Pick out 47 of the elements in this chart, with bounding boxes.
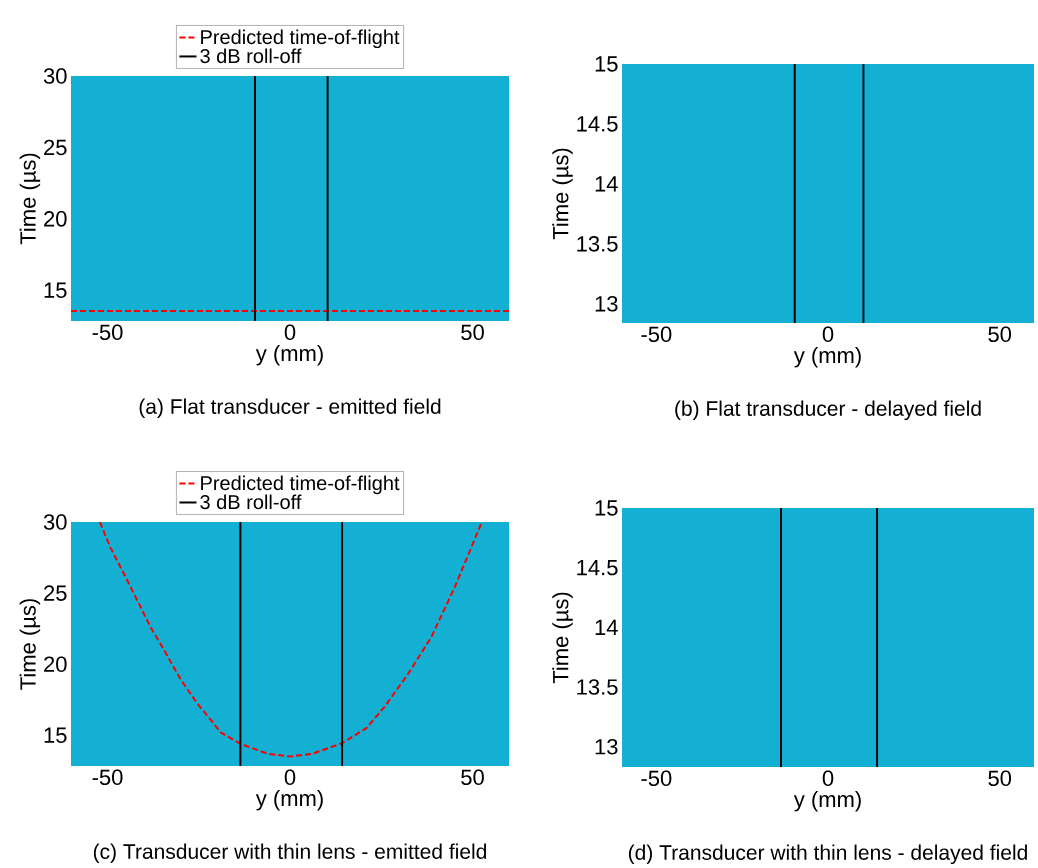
x-axis-title: y (mm) bbox=[255, 344, 323, 366]
x-tick-label: 0 bbox=[822, 326, 834, 343]
legend-label: Predicted time-of-flight bbox=[201, 475, 400, 495]
y-tick-label: 20 bbox=[44, 211, 67, 227]
ref-line-label: 3 dB roll-off bbox=[200, 48, 302, 64]
y-tick-label: 14.5 bbox=[577, 116, 618, 132]
y-tick-label: 15 bbox=[595, 56, 618, 72]
y-tick-label: 13 bbox=[595, 296, 618, 312]
text: (c) Transducer with thin lens - emitted field bbox=[93, 843, 487, 864]
y-tick-label: 15 bbox=[44, 727, 67, 743]
y-axis-title: Time (µs) bbox=[19, 599, 41, 690]
text: (d) Transducer with thin lens - delayed field bbox=[628, 844, 1027, 865]
y-tick-label: 13.5 bbox=[577, 236, 618, 252]
y-tick-label: 14.5 bbox=[577, 560, 618, 576]
y-tick-label: 13 bbox=[595, 738, 618, 755]
y-axis-title: Time (µs) bbox=[552, 148, 573, 240]
x-tick-label: -50 bbox=[92, 769, 123, 786]
y-tick-label: 14 bbox=[595, 176, 618, 192]
x-tick-label: 0 bbox=[284, 324, 296, 341]
y-axis-title: Time (µs) bbox=[552, 592, 573, 684]
y-tick-label: 15 bbox=[595, 500, 618, 516]
text: (b) Flat transducer - delayed field bbox=[675, 400, 981, 421]
y-tick-label: 25 bbox=[44, 585, 67, 601]
y-tick-label: 14 bbox=[595, 619, 618, 635]
y-tick-label: 15 bbox=[44, 282, 67, 298]
x-tick-label: 50 bbox=[461, 769, 484, 786]
y-axis-title: Time (µs) bbox=[19, 153, 41, 245]
x-tick-label: 50 bbox=[988, 770, 1012, 787]
x-tick-label: -50 bbox=[641, 770, 672, 787]
ref-line-label: 3 dB roll-off bbox=[200, 494, 302, 510]
x-axis-title: y (mm) bbox=[255, 789, 323, 811]
x-tick-label: 50 bbox=[988, 326, 1012, 343]
text: (a) Flat transducer - emitted field bbox=[139, 398, 441, 419]
y-tick-label: 30 bbox=[43, 68, 67, 84]
y-tick-label: 20 bbox=[44, 656, 67, 672]
x-axis-title: y (mm) bbox=[793, 346, 861, 368]
x-tick-label: 0 bbox=[284, 769, 296, 786]
line-series bbox=[98, 522, 483, 758]
legend-label: Predicted time-of-flight bbox=[201, 29, 400, 49]
y-tick-label: 13.5 bbox=[577, 679, 618, 695]
x-tick-label: 0 bbox=[822, 770, 834, 787]
x-axis-title: y (mm) bbox=[793, 790, 861, 812]
y-tick-label: 30 bbox=[43, 514, 67, 530]
x-tick-label: -50 bbox=[641, 326, 672, 343]
x-tick-label: -50 bbox=[92, 324, 123, 341]
x-tick-label: 50 bbox=[461, 324, 484, 341]
y-tick-label: 25 bbox=[44, 139, 67, 156]
